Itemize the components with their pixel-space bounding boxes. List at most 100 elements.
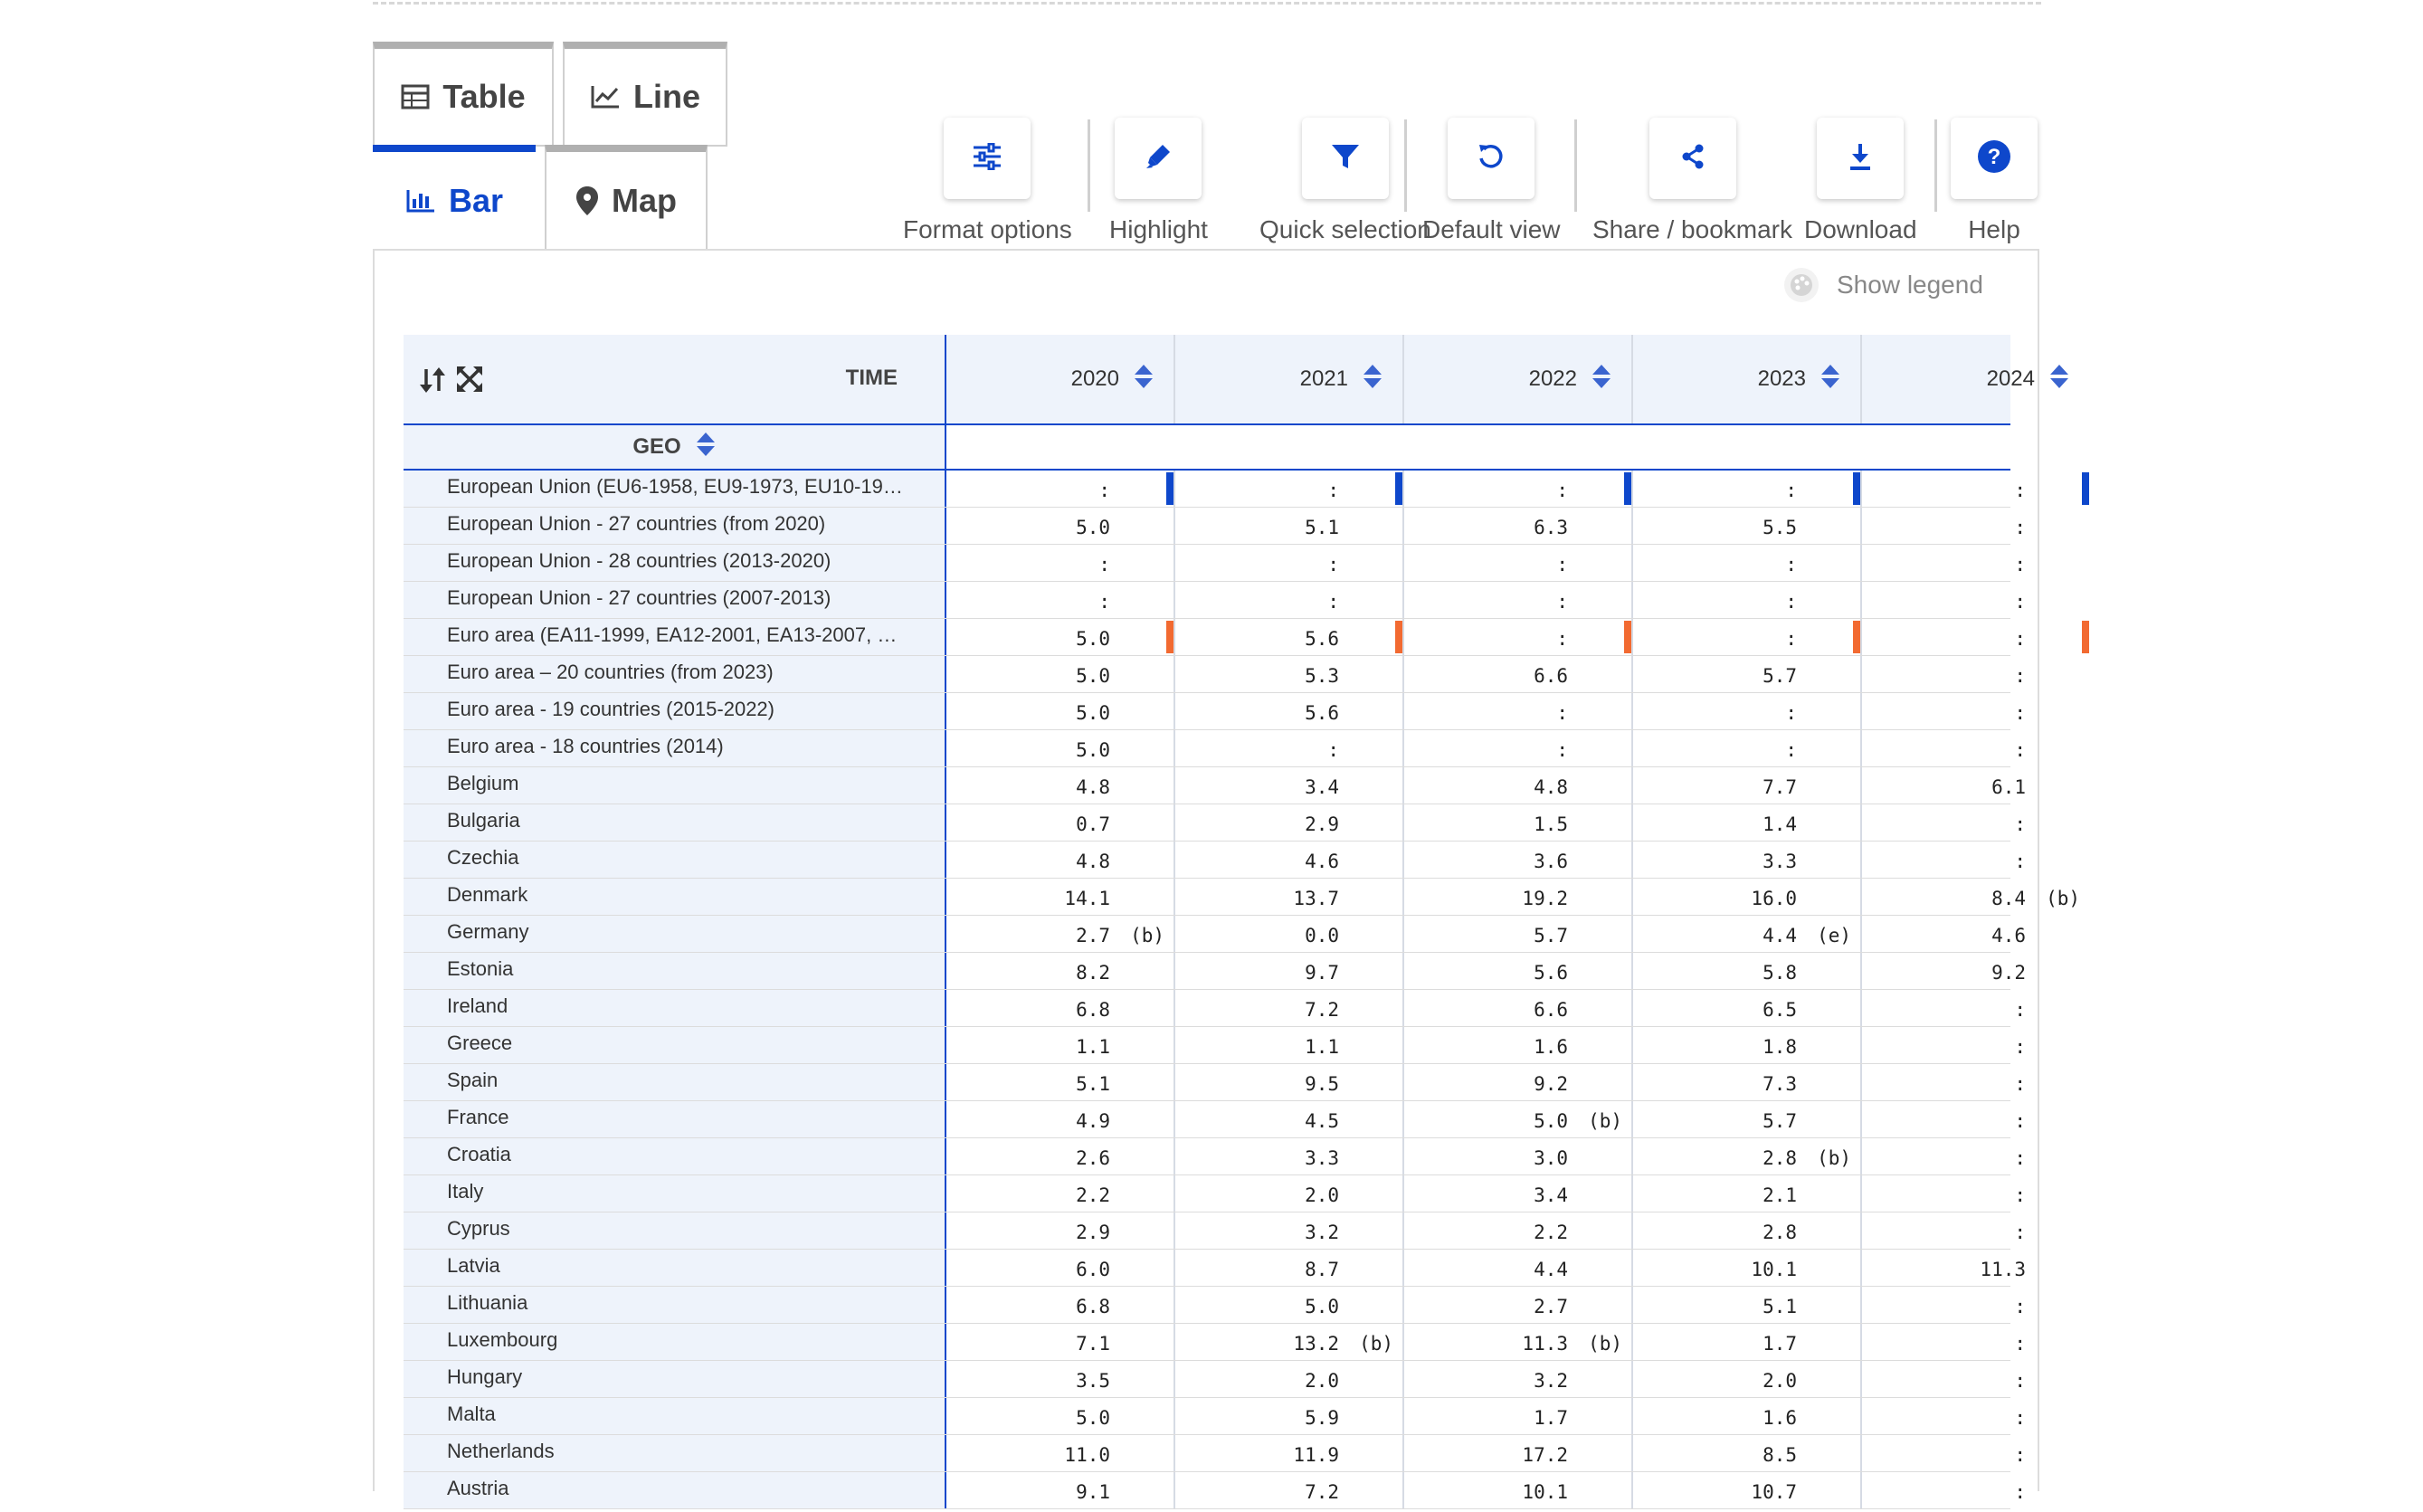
table-cell[interactable]: 1.1 xyxy=(1173,1027,1402,1063)
geo-row-label[interactable]: Germany xyxy=(404,916,945,952)
swap-axes-icon[interactable] xyxy=(418,366,447,399)
geo-row-label[interactable]: Euro area (EA11-1999, EA12-2001, EA13-20… xyxy=(404,619,945,655)
table-cell[interactable]: 11.0 xyxy=(945,1435,1173,1471)
table-cell[interactable]: 6.8 xyxy=(945,990,1173,1026)
table-cell[interactable]: 5.3 xyxy=(1173,656,1402,692)
table-cell[interactable]: : xyxy=(1402,582,1631,618)
table-cell[interactable]: : xyxy=(1860,1324,2089,1360)
table-cell[interactable]: 3.4 xyxy=(1402,1175,1631,1212)
geo-row-label[interactable]: Italy xyxy=(404,1175,945,1212)
geo-row-label[interactable]: Bulgaria xyxy=(404,804,945,841)
table-cell[interactable]: 2.0 xyxy=(1631,1361,1860,1397)
table-cell[interactable]: 13.2 (b) xyxy=(1173,1324,1402,1360)
table-cell[interactable]: 6.3 xyxy=(1402,508,1631,544)
table-cell[interactable]: 5.0 (b) xyxy=(1402,1101,1631,1137)
table-cell[interactable]: 3.2 xyxy=(1173,1212,1402,1249)
table-cell[interactable]: : xyxy=(1402,471,1631,507)
table-cell[interactable]: : xyxy=(1860,471,2089,507)
table-cell[interactable]: 4.8 xyxy=(945,767,1173,804)
tab-line[interactable]: Line xyxy=(563,42,727,147)
table-cell[interactable]: 5.0 xyxy=(945,730,1173,766)
sort-icon[interactable] xyxy=(2049,363,2069,396)
table-cell[interactable]: 6.1 xyxy=(1860,767,2089,804)
table-cell[interactable]: 4.8 xyxy=(945,842,1173,878)
table-cell[interactable]: 16.0 xyxy=(1631,879,1860,915)
table-cell[interactable]: 13.7 xyxy=(1173,879,1402,915)
table-cell[interactable]: 2.9 xyxy=(945,1212,1173,1249)
table-cell[interactable]: 2.7 (b) xyxy=(945,916,1173,952)
geo-row-label[interactable]: Euro area – 20 countries (from 2023) xyxy=(404,656,945,692)
table-cell[interactable]: 1.6 xyxy=(1631,1398,1860,1434)
table-cell[interactable]: 2.9 xyxy=(1173,804,1402,841)
table-cell[interactable]: 10.1 xyxy=(1631,1250,1860,1286)
year-column-header[interactable]: 2021 xyxy=(1173,335,1402,423)
geo-row-label[interactable]: Estonia xyxy=(404,953,945,989)
geo-row-label[interactable]: France xyxy=(404,1101,945,1137)
table-cell[interactable]: 2.8 (b) xyxy=(1631,1138,1860,1174)
geo-row-label[interactable]: Denmark xyxy=(404,879,945,915)
table-cell[interactable]: 7.2 xyxy=(1173,990,1402,1026)
table-cell[interactable]: 5.5 xyxy=(1631,508,1860,544)
geo-row-label[interactable]: European Union - 27 countries (from 2020… xyxy=(404,508,945,544)
table-cell[interactable]: 4.8 xyxy=(1402,767,1631,804)
geo-row-label[interactable]: Spain xyxy=(404,1064,945,1100)
table-cell[interactable]: : xyxy=(1860,1472,2089,1508)
geo-row-label[interactable]: Latvia xyxy=(404,1250,945,1286)
table-cell[interactable]: : xyxy=(1631,582,1860,618)
geo-row-label[interactable]: Hungary xyxy=(404,1361,945,1397)
table-cell[interactable]: : xyxy=(1402,693,1631,729)
table-cell[interactable]: : xyxy=(1860,990,2089,1026)
table-cell[interactable]: 8.2 xyxy=(945,953,1173,989)
table-cell[interactable]: : xyxy=(1860,1175,2089,1212)
table-cell[interactable]: : xyxy=(1860,730,2089,766)
table-cell[interactable]: 1.4 xyxy=(1631,804,1860,841)
table-cell[interactable]: 3.5 xyxy=(945,1361,1173,1397)
tab-bar[interactable]: Bar xyxy=(373,145,536,250)
table-cell[interactable]: 2.0 xyxy=(1173,1361,1402,1397)
table-cell[interactable]: 2.2 xyxy=(1402,1212,1631,1249)
table-cell[interactable]: : xyxy=(1860,693,2089,729)
table-cell[interactable]: 7.7 xyxy=(1631,767,1860,804)
table-cell[interactable]: : xyxy=(1860,1287,2089,1323)
table-cell[interactable]: 4.5 xyxy=(1173,1101,1402,1137)
table-cell[interactable]: : xyxy=(1402,619,1631,655)
table-cell[interactable]: 19.2 xyxy=(1402,879,1631,915)
table-cell[interactable]: 9.1 xyxy=(945,1472,1173,1508)
table-cell[interactable]: 3.0 xyxy=(1402,1138,1631,1174)
table-cell[interactable]: : xyxy=(1860,1435,2089,1471)
table-cell[interactable]: : xyxy=(1860,1361,2089,1397)
table-cell[interactable]: 1.1 xyxy=(945,1027,1173,1063)
table-cell[interactable]: 5.1 xyxy=(945,1064,1173,1100)
year-column-header[interactable]: 2020 xyxy=(945,335,1173,423)
table-cell[interactable]: : xyxy=(1860,1138,2089,1174)
table-cell[interactable]: 5.0 xyxy=(1173,1287,1402,1323)
table-cell[interactable]: : xyxy=(1860,656,2089,692)
sort-icon[interactable] xyxy=(696,431,716,464)
table-cell[interactable]: : xyxy=(1860,582,2089,618)
sort-icon[interactable] xyxy=(1820,363,1840,396)
table-cell[interactable]: : xyxy=(1173,545,1402,581)
geo-row-label[interactable]: Ireland xyxy=(404,990,945,1026)
table-cell[interactable]: 5.0 xyxy=(945,508,1173,544)
table-cell[interactable]: 5.0 xyxy=(945,656,1173,692)
table-cell[interactable]: 0.0 xyxy=(1173,916,1402,952)
table-cell[interactable]: 11.3 (b) xyxy=(1402,1324,1631,1360)
table-cell[interactable]: 5.0 xyxy=(945,693,1173,729)
table-cell[interactable]: 7.1 xyxy=(945,1324,1173,1360)
format-options-button[interactable]: Format options xyxy=(903,118,1072,244)
year-column-header[interactable]: 2024 xyxy=(1860,335,2089,423)
table-cell[interactable]: 5.7 xyxy=(1631,656,1860,692)
table-cell[interactable]: 2.2 xyxy=(945,1175,1173,1212)
table-cell[interactable]: : xyxy=(1860,804,2089,841)
table-cell[interactable]: 9.2 xyxy=(1402,1064,1631,1100)
table-cell[interactable]: 3.2 xyxy=(1402,1361,1631,1397)
table-cell[interactable]: 11.3 xyxy=(1860,1250,2089,1286)
tab-map[interactable]: Map xyxy=(545,145,708,250)
table-cell[interactable]: 1.7 xyxy=(1402,1398,1631,1434)
table-cell[interactable]: : xyxy=(1631,693,1860,729)
table-cell[interactable]: : xyxy=(1631,619,1860,655)
table-cell[interactable]: : xyxy=(1402,730,1631,766)
geo-row-label[interactable]: Belgium xyxy=(404,767,945,804)
table-cell[interactable]: : xyxy=(1860,545,2089,581)
table-cell[interactable]: 3.3 xyxy=(1173,1138,1402,1174)
